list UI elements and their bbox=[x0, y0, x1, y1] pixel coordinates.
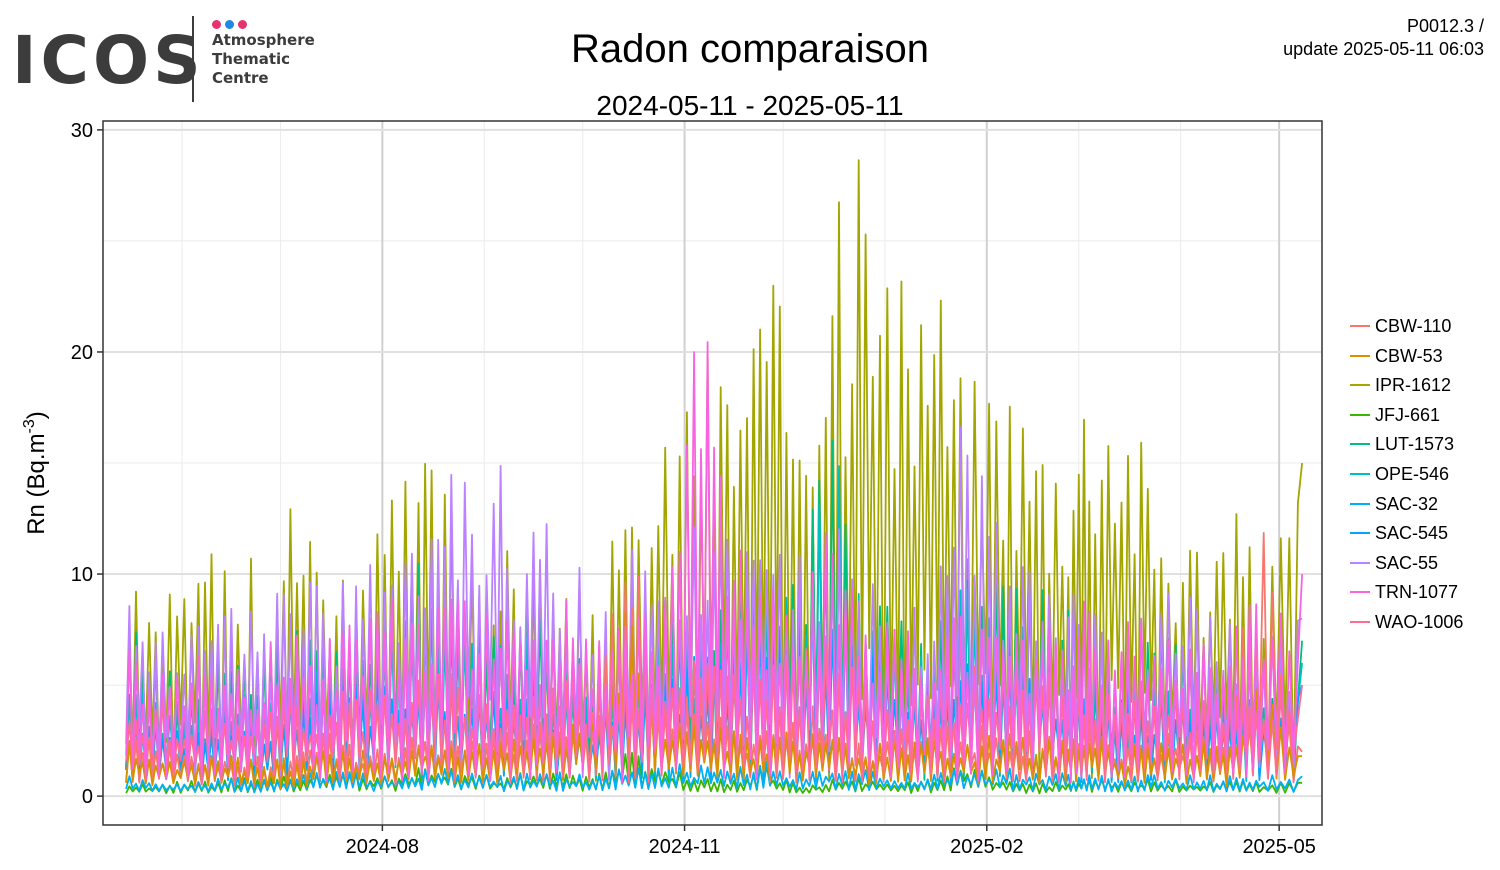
y-tick-label: 0 bbox=[82, 786, 93, 808]
product-code: P0012.3 / bbox=[1406, 16, 1484, 36]
y-tick-label: 20 bbox=[71, 342, 93, 364]
legend-swatch bbox=[1350, 354, 1370, 357]
legend-swatch bbox=[1350, 384, 1370, 387]
legend-label: LUT-1573 bbox=[1375, 434, 1455, 455]
legend-swatch bbox=[1350, 443, 1370, 446]
legend-swatch bbox=[1350, 502, 1370, 505]
legend-label: JFJ-661 bbox=[1375, 404, 1441, 425]
legend-swatch bbox=[1350, 620, 1370, 623]
update-timestamp: update 2025-05-11 06:03 bbox=[1283, 39, 1484, 59]
legend-swatch bbox=[1350, 413, 1370, 416]
legend-swatch bbox=[1350, 325, 1370, 327]
axes: 0 10 20 30 2024-08 2024-11 2025-02 2025-05 bbox=[71, 120, 1316, 858]
legend-swatch bbox=[1350, 591, 1370, 594]
logo-line-3: Centre bbox=[212, 69, 269, 87]
icos-logo: ICOS Atmosphere Thematic Centre bbox=[10, 14, 330, 106]
legend-label: SAC-55 bbox=[1375, 552, 1439, 573]
legend-label: IPR-1612 bbox=[1375, 375, 1452, 396]
y-axis-label: Rn (Bq.m-3) bbox=[21, 411, 50, 535]
logo-line-1: Atmosphere bbox=[212, 31, 315, 49]
logo-divider bbox=[192, 16, 194, 102]
legend-label: SAC-32 bbox=[1375, 493, 1439, 514]
chart-subtitle: 2024-05-11 - 2025-05-11 bbox=[596, 90, 904, 121]
legend-label: TRN-1077 bbox=[1375, 582, 1459, 603]
logo-dot-1 bbox=[212, 20, 221, 29]
legend-label: CBW-53 bbox=[1375, 345, 1443, 366]
legend-label: WAO-1006 bbox=[1375, 611, 1464, 632]
logo-dot-3 bbox=[238, 20, 247, 29]
logo-wordmark: ICOS bbox=[12, 22, 205, 99]
x-tick-label: 2025-05 bbox=[1242, 836, 1315, 858]
legend-swatch bbox=[1350, 561, 1370, 564]
series-lines bbox=[125, 159, 1303, 795]
logo-subtitle: Atmosphere Thematic Centre bbox=[212, 31, 315, 88]
logo-line-2: Thematic bbox=[212, 50, 291, 68]
x-tick-label: 2024-11 bbox=[649, 836, 721, 858]
legend-label: CBW-110 bbox=[1375, 316, 1452, 336]
legend-label: SAC-545 bbox=[1375, 523, 1449, 544]
plot-panel-border bbox=[102, 120, 1323, 826]
y-tick-label: 30 bbox=[71, 120, 93, 142]
update-info: P0012.3 / update 2025-05-11 06:03 bbox=[1283, 15, 1484, 61]
y-tick-label: 10 bbox=[71, 564, 93, 586]
chart-title: Radon comparaison bbox=[571, 27, 929, 71]
x-tick-label: 2024-08 bbox=[346, 836, 419, 858]
legend-label: OPE-546 bbox=[1375, 463, 1450, 484]
series-line-sac-32 bbox=[125, 760, 1303, 794]
logo-dots-icon bbox=[212, 16, 251, 29]
series-line-trn-1077 bbox=[125, 341, 1303, 784]
legend-swatch bbox=[1350, 472, 1370, 475]
legend-swatch bbox=[1350, 532, 1370, 535]
x-tick-label: 2025-02 bbox=[950, 836, 1023, 858]
logo-dot-2 bbox=[225, 20, 234, 29]
